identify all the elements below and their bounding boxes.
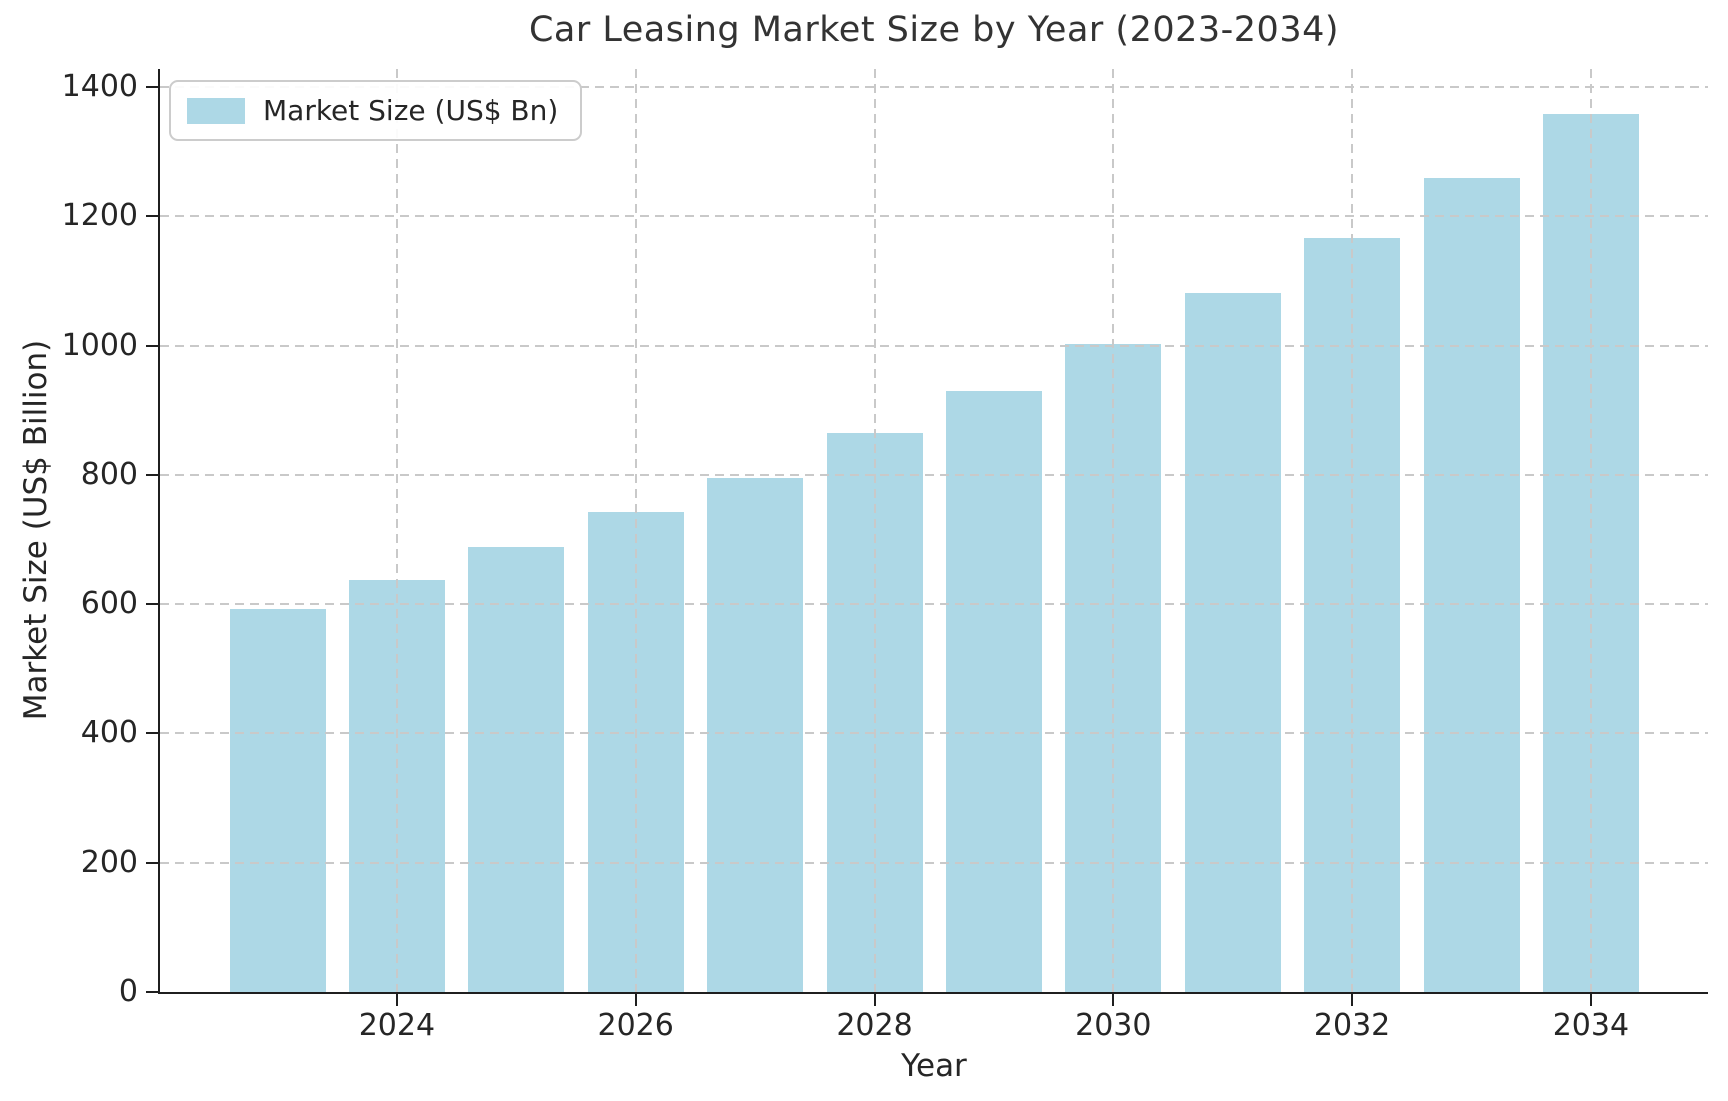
bar-2029 [945,390,1042,992]
y-tick-label-400: 400 [80,715,138,751]
h-gridline-1200 [160,215,1708,218]
v-gridline-2028 [873,69,876,992]
v-gridline-2026 [634,69,637,992]
x-tick-mark-2026 [634,994,637,1006]
x-tick-label-2026: 2026 [597,1008,674,1043]
y-tick-mark-200 [146,861,158,864]
y-axis-spine [158,69,160,992]
y-tick-label-0: 0 [118,974,138,1009]
plot-area: 0 200 400 600 800 1000 1200 1400 2024 2026 2028 203… [62,69,1708,1043]
y-tick-label-1000: 1000 [61,327,138,363]
x-tick-label-2024: 2024 [358,1008,436,1043]
h-gridline-800 [160,473,1708,476]
x-tick-label-2034: 2034 [1552,1008,1630,1043]
x-axis-spine [158,992,1708,994]
bar-2031 [1184,292,1281,992]
h-gridline-200 [160,861,1708,864]
x-tick-label-2032: 2032 [1313,1008,1391,1043]
v-gridline-2024 [395,69,398,992]
bar-2023 [229,609,326,992]
y-tick-mark-400 [146,732,158,735]
bar-2033 [1423,178,1520,992]
y-tick-label-800: 800 [80,456,138,492]
y-tick-label-200: 200 [80,844,138,880]
ticks-layer: 0 200 400 600 800 1000 1200 1400 2024 2026 2028 203… [62,69,1708,1043]
y-tick-label-1400: 1400 [61,69,138,105]
v-gridline-2030 [1112,69,1115,992]
legend: Market Size (US$ Bn) [169,80,583,141]
v-gridline-2032 [1351,69,1354,992]
h-gridline-400 [160,732,1708,735]
y-axis-label: Market Size (US$ Billion) [18,339,54,721]
h-gridline-1000 [160,344,1708,347]
h-gridline-600 [160,603,1708,606]
y-tick-mark-1000 [146,344,158,347]
y-tick-mark-1200 [146,215,158,218]
h-gridline-1400 [160,86,1708,89]
x-tick-mark-2032 [1351,994,1354,1006]
x-tick-mark-2034 [1589,994,1592,1006]
y-tick-mark-800 [146,473,158,476]
v-gridline-2034 [1589,69,1592,992]
y-tick-mark-0 [146,991,158,993]
x-axis-label: Year [901,1048,967,1084]
bar-2027 [707,477,804,992]
legend-swatch-icon [187,97,245,124]
y-tick-label-600: 600 [80,586,138,622]
x-tick-mark-2030 [1112,994,1115,1006]
grid-layer [160,69,1708,992]
x-tick-label-2028: 2028 [836,1008,913,1043]
bar-2025 [468,547,565,992]
chart-title: Car Leasing Market Size by Year (2023-20… [528,10,1340,50]
x-tick-mark-2028 [873,994,876,1006]
legend-label: Market Size (US$ Bn) [263,94,559,127]
y-tick-mark-1400 [146,86,158,89]
x-tick-mark-2024 [395,994,398,1006]
y-tick-label-1200: 1200 [61,198,138,234]
y-tick-mark-600 [146,603,158,606]
x-tick-label-2030: 2030 [1075,1008,1152,1043]
